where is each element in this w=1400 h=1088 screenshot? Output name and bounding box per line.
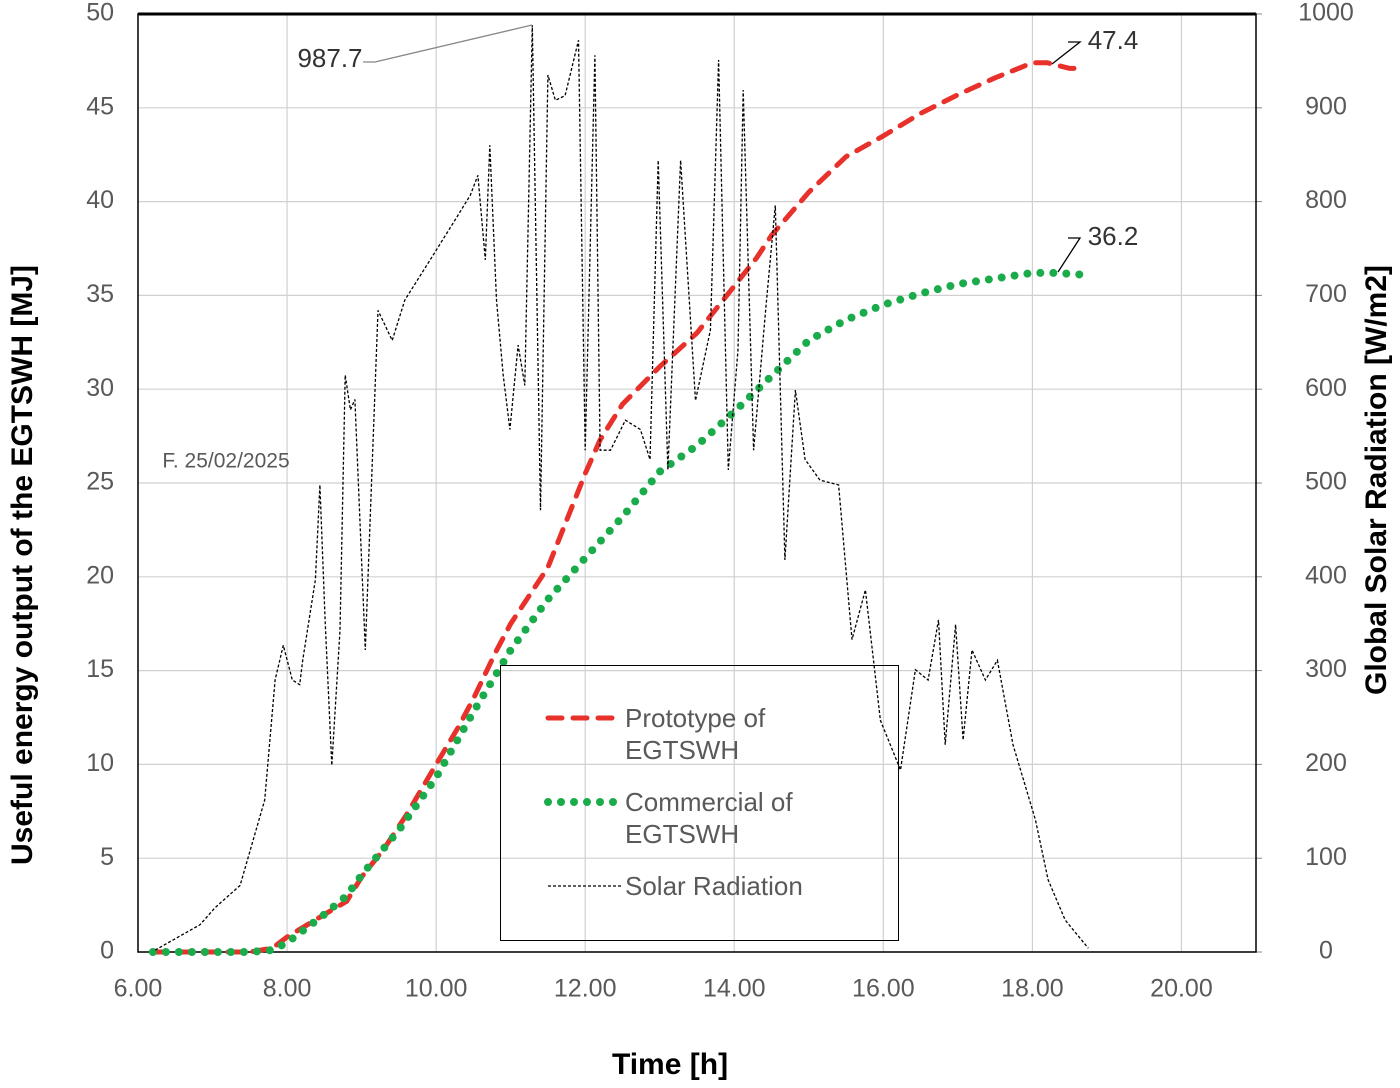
annotation: 36.2: [1088, 221, 1139, 251]
x-tick-label: 16.00: [852, 975, 915, 1003]
legend-label: Solar Radiation: [625, 871, 803, 901]
y2-tick-label: 700: [1305, 280, 1347, 308]
leader-line: [363, 24, 533, 63]
y2-tick-label: 400: [1305, 561, 1347, 589]
y-tick-label: 0: [100, 937, 114, 965]
x-tick-label: 14.00: [703, 975, 766, 1003]
leader-line: [1051, 41, 1082, 65]
y-tick-label: 25: [86, 468, 114, 496]
y2-tick-label: 300: [1305, 655, 1347, 683]
annotation: F. 25/02/2025: [162, 450, 289, 473]
legend-label: Commercial of EGTSWH: [625, 787, 793, 849]
y2-axis-title: Global Solar Radiation [W/m2]: [1360, 265, 1393, 695]
y2-tick-label: 100: [1305, 843, 1347, 871]
x-tick-label: 10.00: [405, 975, 468, 1003]
y-tick-label: 50: [86, 0, 114, 27]
y2-tick-label: 0: [1319, 937, 1333, 965]
x-tick-label: 8.00: [263, 975, 312, 1003]
y-tick-label: 5: [100, 843, 114, 871]
x-tick-label: 6.00: [114, 975, 163, 1003]
x-axis-title: Time [h]: [612, 1048, 728, 1081]
series-line: [154, 25, 1089, 951]
legend: [500, 665, 899, 941]
y-tick-label: 10: [86, 749, 114, 777]
y-tick-label: 40: [86, 186, 114, 214]
y2-tick-label: 900: [1305, 92, 1347, 120]
y-tick-label: 15: [86, 655, 114, 683]
leader-line: [1057, 237, 1082, 273]
series-line: [148, 268, 1089, 956]
y2-tick-label: 1000: [1298, 0, 1354, 27]
x-tick-label: 18.00: [1001, 975, 1064, 1003]
y-tick-label: 45: [86, 92, 114, 120]
annotation: 47.4: [1088, 25, 1139, 55]
y-tick-label: 35: [86, 280, 114, 308]
y2-tick-label: 200: [1305, 749, 1347, 777]
y-tick-label: 30: [86, 374, 114, 402]
y-axis-title: Useful energy output of the EGTSWH [MJ]: [6, 265, 39, 865]
y2-tick-label: 800: [1305, 186, 1347, 214]
y2-tick-label: 600: [1305, 374, 1347, 402]
legend-label: Prototype of EGTSWH: [625, 703, 766, 765]
x-tick-label: 20.00: [1150, 975, 1213, 1003]
x-tick-label: 12.00: [554, 975, 617, 1003]
annotation: 987.7: [297, 43, 362, 73]
y-tick-label: 20: [86, 561, 114, 589]
y2-tick-label: 500: [1305, 468, 1347, 496]
